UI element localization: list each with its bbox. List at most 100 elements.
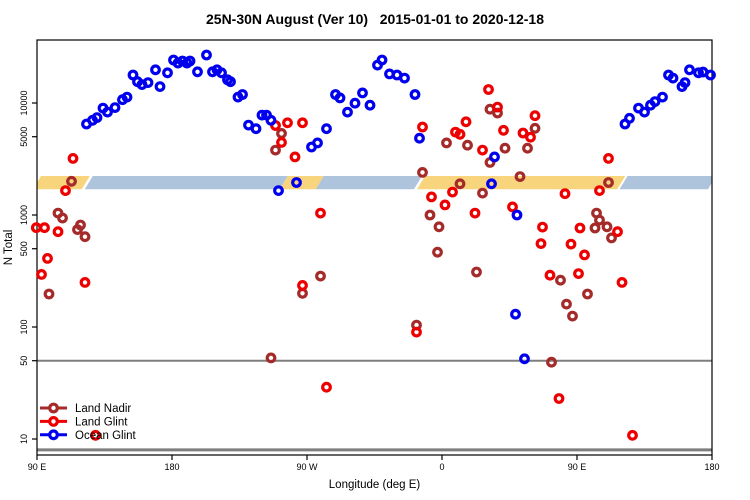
data-point-land-glint bbox=[42, 252, 53, 264]
band-segment bbox=[84, 175, 288, 190]
legend-symbol-marker bbox=[48, 416, 59, 427]
data-point-land-nadir bbox=[454, 178, 466, 190]
data-point-land-nadir bbox=[276, 127, 287, 139]
data-point-ocean-glint bbox=[162, 67, 173, 79]
data-point-ocean-glint bbox=[291, 177, 302, 188]
data-point-land-glint bbox=[52, 226, 64, 238]
data-point-land-glint bbox=[67, 152, 79, 164]
legend-symbol-marker bbox=[48, 429, 59, 441]
data-point-land-glint bbox=[579, 249, 590, 261]
data-point-ocean-glint bbox=[184, 55, 196, 67]
data-point-ocean-glint bbox=[519, 353, 530, 365]
data-point-land-nadir bbox=[546, 356, 557, 368]
data-point-land-nadir bbox=[270, 144, 281, 156]
data-point-land-glint bbox=[594, 185, 605, 197]
data-point-land-nadir bbox=[606, 232, 617, 244]
series-ocean-glint bbox=[81, 49, 716, 365]
data-point-land-glint bbox=[603, 152, 614, 164]
y-tick-label: 5000 bbox=[19, 127, 29, 147]
data-point-ocean-glint bbox=[624, 112, 635, 124]
data-point-land-glint bbox=[553, 393, 565, 404]
data-point-land-glint bbox=[627, 429, 638, 441]
data-point-land-nadir bbox=[529, 122, 541, 134]
data-point-land-glint bbox=[559, 188, 571, 200]
data-point-ocean-glint bbox=[486, 178, 497, 190]
data-point-land-nadir bbox=[43, 288, 55, 300]
data-point-land-glint bbox=[426, 191, 437, 203]
data-point-land-glint bbox=[289, 151, 301, 163]
data-point-ocean-glint bbox=[154, 81, 166, 92]
y-axis: 10 50 100 500 1000 5000 10000 N Total bbox=[3, 90, 37, 444]
data-point-land-glint bbox=[573, 268, 584, 280]
data-point-ocean-glint bbox=[399, 72, 410, 84]
data-point-land-nadir bbox=[315, 270, 326, 282]
data-point-ocean-glint bbox=[511, 209, 523, 221]
data-point-land-glint bbox=[544, 269, 556, 281]
data-point-land-glint bbox=[454, 128, 466, 140]
x-tick-label: 90 E bbox=[28, 462, 47, 472]
data-point-land-glint bbox=[507, 201, 518, 213]
data-point-ocean-glint bbox=[201, 49, 212, 61]
y-axis-title: N Total bbox=[3, 230, 15, 266]
data-point-land-glint bbox=[612, 226, 623, 238]
x-tick-label: 180 bbox=[164, 462, 179, 472]
data-point-land-nadir bbox=[433, 221, 445, 233]
data-point-ocean-glint bbox=[364, 99, 376, 111]
data-point-land-glint bbox=[537, 221, 548, 233]
data-point-ocean-glint bbox=[649, 96, 661, 107]
data-point-ocean-glint bbox=[192, 66, 203, 78]
data-point-land-glint bbox=[535, 238, 547, 250]
data-point-ocean-glint bbox=[684, 64, 695, 76]
data-point-land-nadir bbox=[589, 222, 601, 234]
data-point-ocean-glint bbox=[705, 69, 716, 81]
data-point-ocean-glint bbox=[216, 67, 227, 79]
data-point-land-glint bbox=[517, 127, 529, 139]
data-point-land-nadir bbox=[441, 137, 452, 149]
data-point-land-glint bbox=[90, 429, 101, 441]
data-point-ocean-glint bbox=[142, 77, 154, 88]
band-segment bbox=[417, 175, 626, 190]
data-point-land-nadir bbox=[603, 177, 614, 188]
data-point-land-glint bbox=[498, 124, 509, 136]
data-point-land-nadir bbox=[522, 142, 533, 154]
data-point-ocean-glint bbox=[121, 91, 133, 103]
data-point-ocean-glint bbox=[321, 123, 332, 135]
x-axis-title: Longitude (deg E) bbox=[329, 479, 421, 491]
data-point-land-nadir bbox=[594, 214, 605, 226]
data-point-land-nadir bbox=[477, 187, 488, 199]
data-point-land-nadir bbox=[79, 231, 91, 243]
data-point-ocean-glint bbox=[693, 67, 704, 79]
data-point-land-nadir bbox=[514, 171, 526, 183]
plot-border bbox=[36, 39, 713, 456]
data-point-land-glint bbox=[574, 222, 586, 234]
data-point-land-nadir bbox=[601, 221, 613, 233]
x-tick-label: 0 bbox=[439, 462, 444, 472]
series-land-nadir bbox=[43, 103, 617, 368]
data-point-ocean-glint bbox=[91, 112, 103, 123]
legend-label: Land Glint bbox=[75, 416, 128, 428]
data-point-ocean-glint bbox=[273, 185, 284, 197]
band-segment bbox=[37, 175, 90, 190]
data-point-land-nadir bbox=[265, 352, 277, 364]
data-point-ocean-glint bbox=[376, 54, 388, 66]
x-tick-label: 90 W bbox=[296, 462, 318, 472]
data-point-ocean-glint bbox=[679, 77, 691, 88]
data-point-land-nadir bbox=[561, 298, 572, 310]
data-point-land-glint bbox=[417, 121, 428, 133]
highlight-band bbox=[37, 175, 712, 190]
data-point-ocean-glint bbox=[225, 76, 236, 88]
band-segment bbox=[619, 175, 712, 190]
data-point-land-glint bbox=[529, 110, 541, 122]
chart-title: 25N-30N August (Ver 10) 2015-01-01 to 20… bbox=[206, 11, 544, 27]
data-point-land-glint bbox=[565, 238, 577, 250]
data-point-ocean-glint bbox=[342, 106, 353, 118]
data-point-ocean-glint bbox=[109, 102, 121, 113]
legend-label: Land Nadir bbox=[75, 403, 131, 415]
data-point-land-nadir bbox=[417, 166, 428, 178]
data-point-land-nadir bbox=[462, 139, 473, 151]
data-point-land-glint bbox=[616, 277, 628, 288]
data-point-land-glint bbox=[297, 117, 308, 129]
data-point-land-glint bbox=[483, 84, 494, 95]
